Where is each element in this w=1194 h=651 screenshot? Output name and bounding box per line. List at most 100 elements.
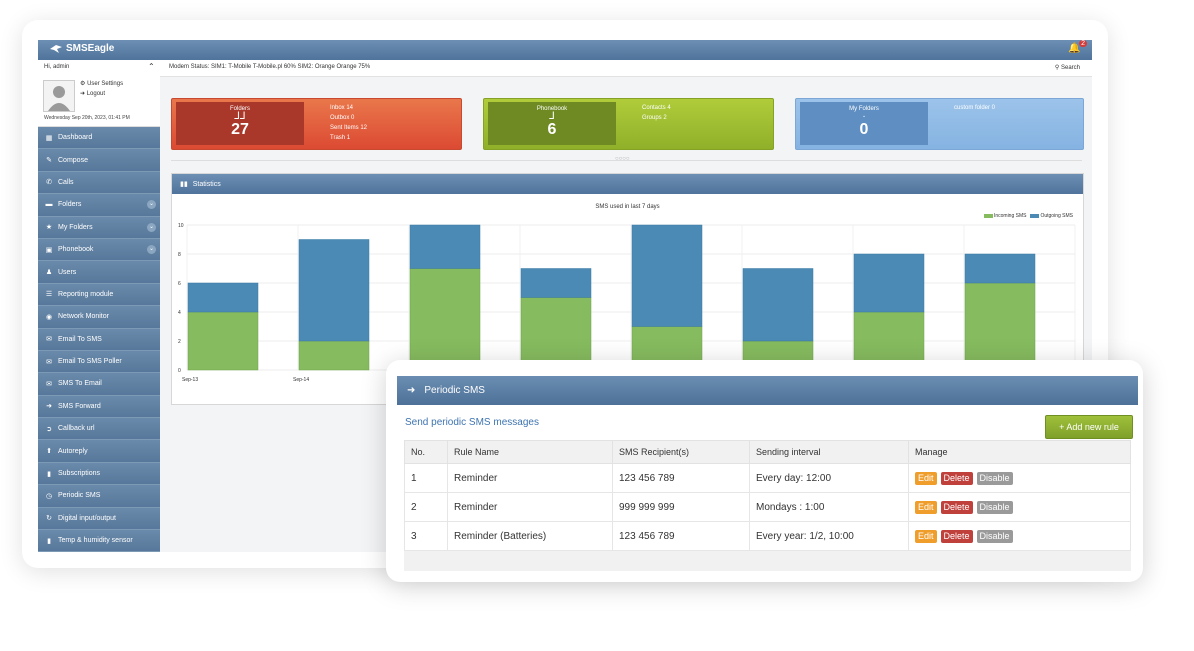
col-rule-name: Rule Name <box>447 440 613 464</box>
edit-button[interactable]: Edit <box>915 500 937 514</box>
cell-recipients: 123 456 789 <box>612 463 750 493</box>
folders-outbox[interactable]: Outbox 0 <box>330 115 355 121</box>
sidebar-item-network-monitor[interactable]: ◉ Network Monitor <box>38 306 160 329</box>
my-folders-tile[interactable]: My Folders · 0 custom folder 0 <box>795 98 1084 150</box>
bar-incoming-sms[interactable] <box>298 340 370 371</box>
eagle-icon <box>50 44 62 53</box>
chevron-down-icon[interactable]: ⌄ <box>147 244 156 254</box>
col-no: No. <box>404 440 448 464</box>
sidebar-item-calls[interactable]: ✆ Calls <box>38 171 160 195</box>
chevron-up-icon[interactable]: ⌃ <box>148 62 155 71</box>
cell-manage: Edit Delete Disable <box>908 492 1131 522</box>
user-settings-link[interactable]: ⚙ User Settings <box>80 80 123 87</box>
logout-link[interactable]: ➜ Logout <box>80 90 105 97</box>
sidebar-item-callback-url[interactable]: ➲ Callback url <box>38 418 160 441</box>
sidebar-item-folders[interactable]: ▬ Folders ⌄ <box>38 194 160 217</box>
sidebar-item-digital-input-output[interactable]: ↻ Digital input/output <box>38 507 160 531</box>
folders-sent[interactable]: Sent Items 12 <box>330 125 368 131</box>
bar-incoming-sms[interactable] <box>964 282 1036 371</box>
pencil-icon: ✎ <box>46 157 52 165</box>
cell-manage: Edit Delete Disable <box>908 521 1131 551</box>
logo[interactable]: SMSEagle <box>50 43 114 54</box>
envelope-icon: ✉ <box>46 336 52 344</box>
sidebar-item-label: Calls <box>58 178 74 186</box>
phonebook-contacts[interactable]: Contacts 4 <box>642 105 671 111</box>
disable-button[interactable]: Disable <box>976 471 1013 485</box>
sidebar-item-temp-humidity-sensor[interactable]: ▮ Temp & humidity sensor <box>38 530 160 552</box>
bar-incoming-sms[interactable] <box>520 297 592 371</box>
folders-tile[interactable]: Folders ⅃⅃ 27 Inbox 14 Outbox 0 Sent Ite… <box>171 98 462 150</box>
bar-incoming-sms[interactable] <box>409 268 481 371</box>
folders-tile-icon: ⅃⅃ <box>234 111 246 122</box>
notifications-button[interactable]: 🔔 2 <box>1068 40 1087 57</box>
sidebar-item-my-folders[interactable]: ★ My Folders ⌄ <box>38 216 160 239</box>
divider-handle[interactable]: ○○○○ <box>615 156 630 162</box>
bar-outgoing-sms[interactable] <box>964 253 1036 284</box>
sidebar-item-periodic-sms[interactable]: ◷ Periodic SMS <box>38 485 160 508</box>
chevron-down-icon[interactable]: ⌄ <box>147 222 156 232</box>
add-new-rule-button[interactable]: + Add new rule <box>1045 415 1133 439</box>
table-footer <box>404 551 1131 571</box>
delete-button[interactable]: Delete <box>940 529 973 543</box>
search-button[interactable]: ⚲ Search <box>1055 64 1080 71</box>
arrow-right-icon: ➜ <box>407 385 416 396</box>
clock-icon: ◷ <box>45 492 53 500</box>
status-bar: Hi, admin ⌃ Modem Status: SIM1: T-Mobile… <box>38 60 1092 77</box>
envelope-icon: ✉ <box>46 358 52 366</box>
col-recipients: SMS Recipient(s) <box>612 440 750 464</box>
sidebar-item-phonebook[interactable]: ▣ Phonebook ⌄ <box>38 238 160 262</box>
bookmark-icon: ▮ <box>47 470 51 478</box>
sidebar-item-label: SMS To Email <box>58 380 102 388</box>
sidebar-item-label: Compose <box>58 156 88 164</box>
bar-outgoing-sms[interactable] <box>409 224 481 269</box>
sidebar-item-subscriptions[interactable]: ▮ Subscriptions <box>38 462 160 486</box>
sidebar-item-sms-forward[interactable]: ➜ SMS Forward <box>38 395 160 419</box>
cell-interval: Every year: 1/2, 10:00 <box>749 521 909 551</box>
bar-outgoing-sms[interactable] <box>187 282 259 313</box>
bar-outgoing-sms[interactable] <box>742 268 814 342</box>
disable-button[interactable]: Disable <box>976 529 1013 543</box>
edit-button[interactable]: Edit <box>915 471 937 485</box>
sidebar-item-users[interactable]: ♟ Users <box>38 261 160 284</box>
refresh-icon: ↻ <box>46 515 52 523</box>
sidebar-item-reporting-module[interactable]: ☰ Reporting module <box>38 283 160 307</box>
sidebar-item-sms-to-email[interactable]: ✉ SMS To Email <box>38 373 160 396</box>
sidebar-item-dashboard[interactable]: ▦ Dashboard <box>38 127 160 150</box>
bar-outgoing-sms[interactable] <box>631 224 703 327</box>
phonebook-tile[interactable]: Phonebook ⅃ 6 Contacts 4 Groups 2 <box>483 98 774 150</box>
folders-tile-summary: Folders ⅃⅃ 27 <box>176 102 304 145</box>
top-bar: SMSEagle 🔔 2 <box>38 40 1092 60</box>
delete-button[interactable]: Delete <box>940 500 973 514</box>
bar-outgoing-sms[interactable] <box>298 239 370 342</box>
folders-inbox[interactable]: Inbox 14 <box>330 105 354 111</box>
sidebar-item-email-to-sms[interactable]: ✉ Email To SMS <box>38 328 160 351</box>
edit-button[interactable]: Edit <box>915 529 937 543</box>
my-folders-custom[interactable]: custom folder 0 <box>954 105 996 111</box>
logo-text: SMSEagle <box>66 43 115 54</box>
my-folders-tile-details: custom folder 0 <box>954 103 995 113</box>
search-label: Search <box>1060 65 1080 71</box>
cell-no: 3 <box>404 521 448 551</box>
sms-bar-chart: 0 2 4 6 8 10 Sep-13 Sep-14 <box>178 223 1076 383</box>
bar-outgoing-sms[interactable] <box>853 253 925 313</box>
periodic-sms-panel: ➜ Periodic SMS Send periodic SMS message… <box>397 376 1138 571</box>
delete-button[interactable]: Delete <box>940 471 973 485</box>
disable-button[interactable]: Disable <box>976 500 1013 514</box>
bars-icon: ▮ <box>47 537 51 545</box>
chevron-down-icon[interactable]: ⌄ <box>147 200 156 210</box>
bar-incoming-sms[interactable] <box>187 311 259 371</box>
cell-interval: Mondays : 1:00 <box>749 492 909 522</box>
sidebar-item-email-to-sms-poller[interactable]: ✉ Email To SMS Poller <box>38 350 160 374</box>
folders-trash[interactable]: Trash 1 <box>330 135 351 141</box>
statistics-header: ▮▮ Statistics <box>172 174 1083 194</box>
y-tick-label: 8 <box>178 252 181 258</box>
legend-outgoing: Outgoing SMS <box>1030 213 1073 219</box>
sidebar-item-autoreply[interactable]: ⬆ Autoreply <box>38 440 160 463</box>
gauge-icon: ◉ <box>45 313 53 321</box>
sidebar-item-compose[interactable]: ✎ Compose <box>38 149 160 172</box>
x-tick-label: Sep-14 <box>293 377 309 383</box>
phonebook-groups[interactable]: Groups 2 <box>642 115 667 121</box>
sidebar-item-label: Periodic SMS <box>58 492 101 500</box>
table-row: 3 Reminder (Batteries) 123 456 789 Every ye… <box>404 521 1131 551</box>
bar-outgoing-sms[interactable] <box>520 268 592 298</box>
